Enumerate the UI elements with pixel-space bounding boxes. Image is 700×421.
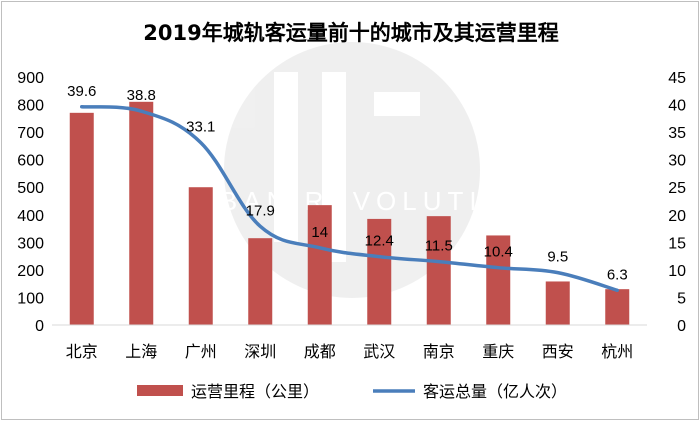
watermark: URBAN REVOLUTION (170, 42, 533, 298)
watermark-text: URBAN REVOLUTION (170, 186, 533, 216)
line-data-labels: 39.6 38.8 33.1 17.9 14 12.4 11.5 10.4 9.5 6.3 (67, 83, 628, 284)
line-data-label: 9.5 (547, 249, 568, 266)
bar (129, 101, 154, 325)
bar (486, 235, 511, 325)
category-label: 杭州 (601, 342, 633, 361)
left-tick-label: 900 (17, 70, 44, 87)
line-data-label: 39.6 (67, 83, 96, 100)
line-data-label: 6.3 (607, 266, 628, 283)
bar (426, 216, 451, 325)
left-tick-label: 500 (17, 180, 44, 197)
category-axis: 北京 上海 广州 深圳 成都 武汉 南京 重庆 西安 杭州 (66, 342, 634, 361)
category-label: 北京 (66, 342, 98, 361)
watermark-bar-right (374, 92, 420, 116)
category-label: 广州 (185, 342, 217, 361)
category-label: 深圳 (244, 342, 276, 361)
left-tick-label: 600 (17, 153, 44, 170)
line-data-label: 12.4 (365, 233, 394, 250)
category-label: 西安 (542, 342, 574, 361)
line-data-label: 38.8 (127, 87, 156, 104)
right-tick-label: 25 (668, 180, 686, 197)
line-data-label: 14 (311, 224, 328, 241)
category-label: 重庆 (482, 342, 514, 361)
legend: 运营里程（公里） 客运总量（亿人次） (137, 382, 567, 401)
left-tick-label: 0 (35, 318, 44, 335)
legend-bar-swatch (137, 385, 183, 396)
right-tick-label: 5 (677, 290, 686, 307)
left-tick-label: 700 (17, 125, 44, 142)
bar (545, 281, 570, 325)
series-line (80, 105, 619, 293)
right-tick-label: 0 (677, 318, 686, 335)
bar (367, 218, 392, 325)
bar-series (69, 101, 630, 325)
left-tick-label: 800 (17, 98, 44, 115)
bar (69, 112, 94, 325)
left-axis: 0 100 200 300 400 500 600 700 800 900 (17, 70, 44, 335)
bar (605, 289, 630, 325)
line-data-label: 33.1 (186, 119, 215, 136)
watermark-bar-left (274, 72, 298, 242)
watermark-circle (224, 42, 480, 298)
right-tick-label: 30 (668, 153, 686, 170)
right-tick-label: 10 (668, 263, 686, 280)
left-tick-label: 300 (17, 235, 44, 252)
left-tick-label: 400 (17, 208, 44, 225)
bar (188, 187, 213, 325)
category-label: 南京 (423, 342, 455, 361)
line-series (80, 105, 619, 293)
category-label: 武汉 (363, 342, 395, 361)
right-tick-label: 15 (668, 235, 686, 252)
category-label: 成都 (304, 342, 336, 361)
right-tick-label: 35 (668, 125, 686, 142)
line-data-label: 17.9 (246, 202, 275, 219)
right-tick-label: 20 (668, 208, 686, 225)
chart-title: 2019年城轨客运量前十的城市及其运营里程 (143, 21, 558, 45)
category-label: 上海 (125, 342, 157, 361)
right-tick-label: 45 (668, 70, 686, 87)
right-tick-label: 40 (668, 98, 686, 115)
bar (307, 205, 332, 325)
legend-bar-label: 运营里程（公里） (191, 382, 319, 401)
line-data-label: 10.4 (484, 244, 513, 261)
left-tick-label: 200 (17, 263, 44, 280)
legend-line-label: 客运总量（亿人次） (423, 382, 567, 401)
line-data-label: 11.5 (425, 238, 453, 255)
left-tick-label: 100 (17, 290, 44, 307)
right-axis: 0 5 10 15 20 25 30 35 40 45 (668, 70, 686, 335)
bar (248, 238, 273, 325)
